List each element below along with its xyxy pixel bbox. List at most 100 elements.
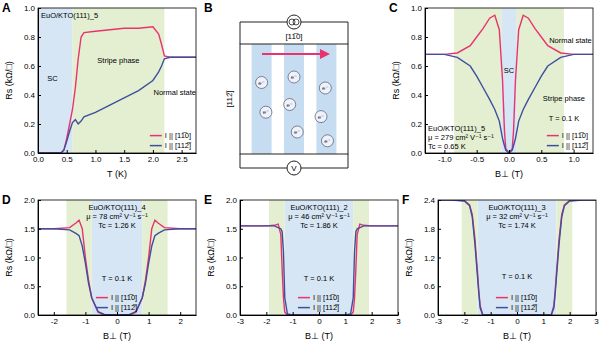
tick-mark (596, 312, 597, 315)
tick-label: 0.5 (62, 155, 74, 164)
tick-label: -3 (237, 317, 245, 326)
electron-label: e⁻ (291, 74, 298, 80)
data-line (240, 226, 398, 315)
annotation: SC (47, 74, 58, 83)
data-line (438, 200, 596, 315)
tick-mark (425, 95, 428, 96)
tick-label: 0 (115, 317, 120, 326)
sample-info: μ = 279 cm² V⁻¹ s⁻¹ (428, 133, 494, 142)
tick-label: 3 (396, 317, 401, 326)
legend-label: I || [112̅] (165, 141, 192, 150)
tick-label: -2 (51, 317, 59, 326)
y-axis-title: Rs (kΩ/□) (404, 238, 414, 277)
sample-info: EuO/KTO(111)_3 (488, 203, 545, 212)
tick: -2 (263, 312, 271, 326)
figure-svg: 0.00.51.01.52.02.50.00.20.40.60.81.0T (K… (0, 0, 600, 351)
tick-label: -1 (290, 317, 298, 326)
legend-label: I || [11̅0] (562, 131, 588, 140)
plot-frame (38, 200, 196, 315)
tick-label: 0.0 (226, 311, 238, 320)
tick-label: 3 (594, 317, 599, 326)
tick: -0.5 (470, 150, 484, 164)
tick-mark (491, 312, 492, 315)
legend-swatch (298, 307, 310, 309)
tick-label: -1.0 (438, 155, 452, 164)
tick-label: 0.2 (24, 120, 36, 129)
data-line (425, 54, 593, 153)
tick-label: 2 (370, 317, 375, 326)
legend-label: I || [112̅] (562, 141, 589, 150)
legend-label: I || [112̅] (313, 303, 340, 312)
tick: 0.4 (24, 91, 41, 100)
tick: 1 (344, 312, 349, 326)
tick: 0.5 (24, 282, 41, 291)
phase-band (557, 200, 573, 315)
tick-label: 1.0 (569, 155, 581, 164)
tick: 1.8 (424, 225, 441, 234)
legend-swatch (150, 135, 162, 137)
tick: 0.0 (504, 150, 516, 164)
legend-label: I || [112̅] (111, 303, 138, 312)
data-line (38, 27, 196, 153)
plot-frame (425, 8, 593, 153)
electron (288, 71, 300, 83)
tick: 0.2 (411, 120, 428, 129)
legend-item: I || [11̅0] (496, 293, 537, 302)
tick: 1.0 (24, 4, 41, 13)
annotation: SC (504, 66, 515, 75)
tick-label: 0.4 (411, 91, 423, 100)
y-axis: 0.00.61.21.82.4 (424, 196, 441, 320)
tick-mark (38, 258, 41, 259)
tick-label: 1.5 (119, 155, 131, 164)
legend-label: I || [11̅0] (111, 293, 137, 302)
voltmeter-label: V (291, 164, 297, 173)
phase-band (517, 8, 564, 153)
tick-label: 0.0 (411, 149, 423, 158)
sample-info: EuO/KTO(111)_4 (88, 203, 145, 212)
tick: 0.5 (226, 282, 243, 291)
tick-label: 1.0 (24, 4, 36, 13)
tick: 1.0 (24, 254, 41, 263)
tick: 0.8 (24, 33, 41, 42)
tick-label: 0.5 (226, 282, 238, 291)
y-axis: 0.00.20.40.60.81.0 (24, 4, 41, 158)
y-axis: 0.00.20.40.60.81.0 (411, 4, 428, 158)
tick-mark (438, 258, 441, 259)
tick: 1.0 (569, 150, 581, 164)
tick-label: 1.0 (24, 254, 36, 263)
tick-label: -3 (435, 317, 443, 326)
annotation: T = 0.1 K (102, 274, 133, 283)
tick: 0 (317, 312, 322, 326)
axis-line (425, 9, 426, 154)
tick-label: 1 (344, 317, 349, 326)
tick: -1 (290, 312, 298, 326)
phase-band (38, 8, 72, 153)
tick: 0.0 (411, 149, 428, 158)
panel-label: D (2, 193, 11, 207)
tick-mark (438, 315, 441, 316)
tick-mark (517, 312, 518, 315)
tick-label: 0.0 (24, 149, 36, 158)
plot-frame (240, 200, 398, 315)
tick: 2.0 (226, 196, 243, 205)
tick: 0 (515, 312, 520, 326)
tick-label: -1 (82, 317, 90, 326)
tick-label: 0.8 (24, 33, 36, 42)
x-axis: -3-2-10123 (435, 312, 599, 326)
tick-mark (266, 312, 267, 315)
electron (260, 106, 272, 118)
tick-mark (117, 312, 118, 315)
legend-swatch (496, 297, 508, 299)
data-line (240, 224, 398, 315)
tick-label: -2 (461, 317, 469, 326)
plot-area (425, 8, 593, 153)
phase-band (478, 200, 557, 315)
tick-mark (398, 312, 399, 315)
y-axis: 0.00.51.01.52.0 (24, 196, 41, 320)
current-source (287, 15, 301, 29)
sample-info: EuO/KTO(111)_2 (290, 203, 347, 212)
tick-mark (67, 150, 68, 153)
panel-label: F (402, 193, 409, 207)
phase-band (353, 200, 369, 315)
tick: 0.8 (411, 33, 428, 42)
